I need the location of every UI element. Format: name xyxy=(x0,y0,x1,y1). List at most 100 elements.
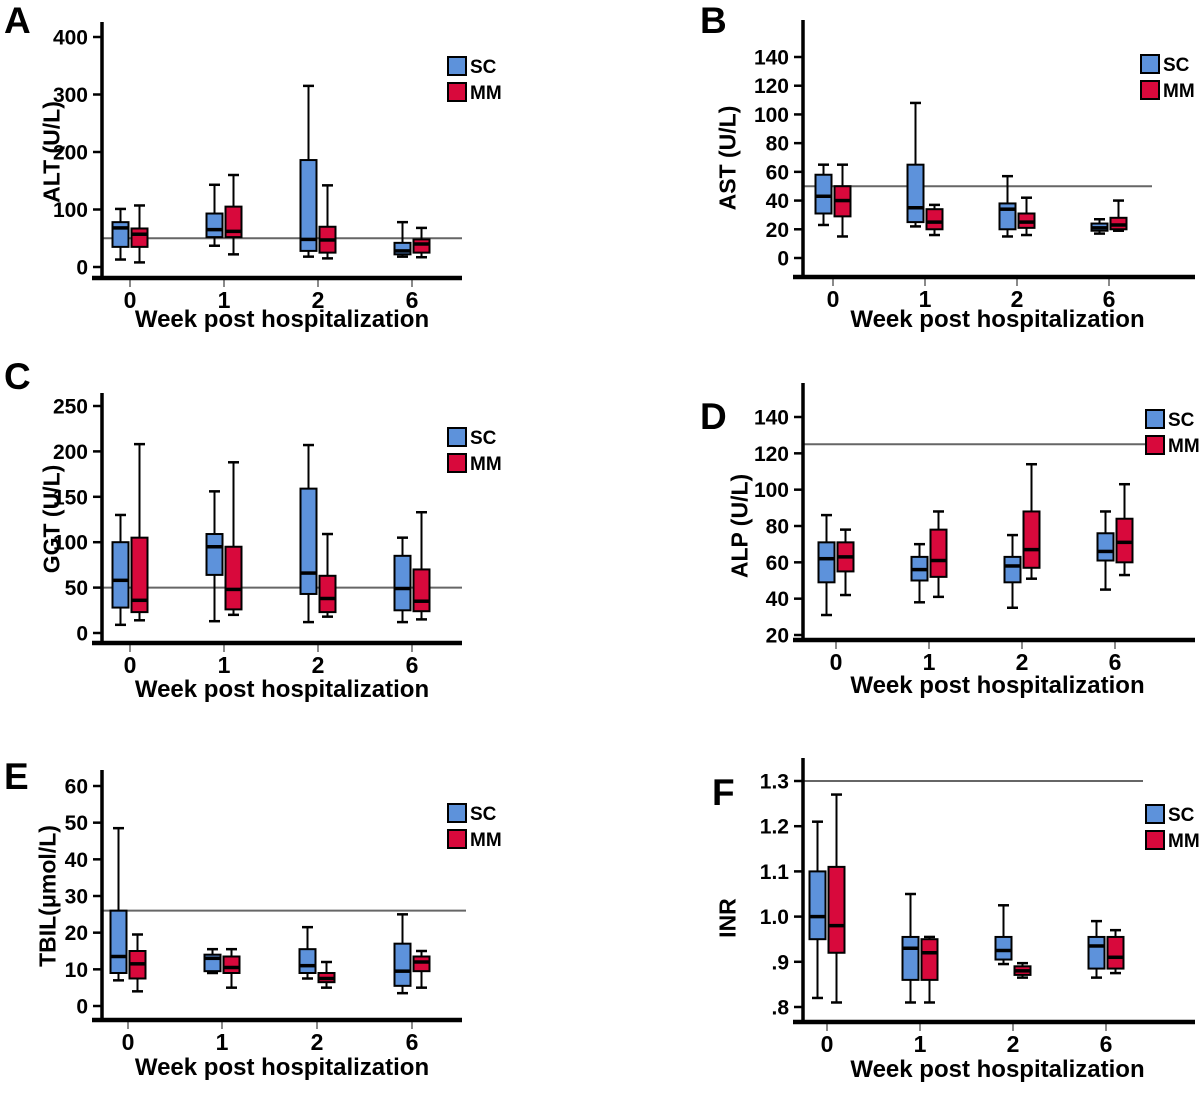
iqr-box xyxy=(827,865,846,954)
iqr-box xyxy=(299,159,318,252)
iqr-box xyxy=(901,935,920,981)
y-axis-title-inr: INR xyxy=(714,898,741,938)
y-tick-label: 100 xyxy=(754,104,789,127)
legend-item-SC xyxy=(447,803,467,823)
x-tick-label-week-1: 1 xyxy=(919,286,932,312)
box-SC-week6 xyxy=(393,536,412,624)
panel-D: D ALP (U/L) Week post hospitalization 20… xyxy=(600,348,1200,718)
iqr-box xyxy=(412,568,431,613)
y-tick-label: 150 xyxy=(53,486,88,509)
box-SC-week1 xyxy=(203,947,222,975)
x-tick-label-week-2: 2 xyxy=(312,287,325,313)
legend-swatch-SC xyxy=(447,56,467,76)
box-SC-week0 xyxy=(814,163,833,227)
box-SC-week6 xyxy=(393,220,412,258)
y-tick-label: 80 xyxy=(766,133,789,156)
boxplot-chart-alp: 20 40 60 80 100 120 140 0 1 2 6 SC MM xyxy=(754,383,1200,675)
x-tick-label-week-1: 1 xyxy=(218,652,231,678)
box-SC-week1 xyxy=(205,183,224,247)
y-tick-label: 120 xyxy=(754,75,789,98)
iqr-box xyxy=(808,870,827,941)
x-tick-label-week-1: 1 xyxy=(914,1031,927,1057)
y-tick-label: 0 xyxy=(777,248,789,271)
iqr-box xyxy=(1003,555,1022,584)
x-tick-label-week-6: 6 xyxy=(1109,649,1122,675)
x-axis-title-B: Week post hospitalization xyxy=(850,306,1145,333)
boxplot-chart-ast: 0 20 40 60 80 100 120 140 0 1 2 6 SC MM xyxy=(754,20,1195,312)
y-tick-label: 60 xyxy=(766,161,789,184)
box-MM-week0 xyxy=(827,793,846,1004)
panel-label-E: E xyxy=(4,756,29,797)
panel-label-F: F xyxy=(712,772,735,813)
iqr-box xyxy=(925,208,944,231)
boxplot-chart-ggt: 0 50 100 150 200 250 0 1 2 6 SC MM xyxy=(53,393,502,678)
iqr-box xyxy=(1022,510,1041,569)
y-tick-label: 200 xyxy=(53,441,88,464)
box-SC-week1 xyxy=(205,490,224,623)
iqr-box xyxy=(998,202,1017,231)
legend-swatch-MM xyxy=(447,829,467,849)
legend-item-MM xyxy=(447,453,467,473)
box-SC-week6 xyxy=(393,913,412,995)
box-SC-week1 xyxy=(910,542,929,604)
iqr-box xyxy=(1115,517,1134,564)
y-tick-label: 20 xyxy=(766,625,789,648)
box-MM-week1 xyxy=(929,510,948,599)
x-tick-label-week-2: 2 xyxy=(1011,286,1024,312)
y-tick-label: 80 xyxy=(766,516,789,539)
iqr-box xyxy=(929,528,948,578)
iqr-box xyxy=(222,955,241,974)
legend-label-SC: SC xyxy=(470,428,497,449)
y-tick-label: .9 xyxy=(771,951,789,974)
legend-swatch-SC xyxy=(447,427,467,447)
y-tick-label: 140 xyxy=(754,407,789,430)
legend-label-MM: MM xyxy=(1168,436,1200,457)
y-tick-label: 0 xyxy=(76,257,88,280)
iqr-box xyxy=(205,212,224,239)
iqr-box xyxy=(205,533,224,576)
box-SC-week1 xyxy=(906,101,925,228)
x-tick-label-week-6: 6 xyxy=(1100,1031,1113,1057)
panel-F: F INR Week post hospitalization .8 .9 1.0 1… xyxy=(600,718,1200,1095)
box-MM-week0 xyxy=(130,442,149,622)
box-MM-week2 xyxy=(318,184,337,260)
iqr-box xyxy=(393,241,412,256)
iqr-box xyxy=(318,574,337,614)
boxplot-chart-tbil: 0 10 20 30 40 50 60 0 1 2 6 SC MM xyxy=(65,770,502,1055)
legend-item-SC xyxy=(1140,54,1160,74)
iqr-box xyxy=(814,173,833,215)
y-tick-label: 40 xyxy=(766,588,789,611)
y-tick-label: 100 xyxy=(53,199,88,222)
legend-item-SC xyxy=(1145,409,1165,429)
legend-label-SC: SC xyxy=(1163,55,1190,76)
legend-item-MM xyxy=(447,829,467,849)
y-tick-label: 100 xyxy=(754,479,789,502)
x-tick-label-week-6: 6 xyxy=(1103,286,1116,312)
y-tick-label: .8 xyxy=(771,997,789,1020)
y-axis-title-alt: ALT (U/L) xyxy=(38,101,65,203)
box-MM-week0 xyxy=(833,163,852,238)
legend-item-MM xyxy=(1145,435,1165,455)
panel-E: E TBIL(μmol/L) Week post hospitalization… xyxy=(0,718,600,1095)
box-MM-week2 xyxy=(1022,462,1041,580)
panel-A: A ALT (U/L) Week post hospitalization 0 1… xyxy=(0,0,600,348)
y-tick-label: 100 xyxy=(53,532,88,555)
box-MM-week0 xyxy=(128,933,147,993)
x-tick-label-week-2: 2 xyxy=(1016,649,1029,675)
iqr-box xyxy=(224,545,243,611)
iqr-box xyxy=(224,205,243,239)
y-tick-label: 120 xyxy=(754,443,789,466)
legend-swatch-SC xyxy=(447,803,467,823)
iqr-box xyxy=(130,536,149,614)
box-MM-week2 xyxy=(1013,961,1032,979)
box-MM-week2 xyxy=(318,532,337,618)
x-tick-label-week-1: 1 xyxy=(218,287,231,313)
y-axis-title-ggt: GGT (U/L) xyxy=(38,464,65,574)
y-tick-label: 1.2 xyxy=(760,816,789,839)
y-tick-label: 1.3 xyxy=(760,771,789,794)
box-MM-week0 xyxy=(130,204,149,264)
box-MM-week2 xyxy=(1017,196,1036,237)
panel-label-B: B xyxy=(700,0,727,41)
panel-label-D: D xyxy=(700,396,727,437)
